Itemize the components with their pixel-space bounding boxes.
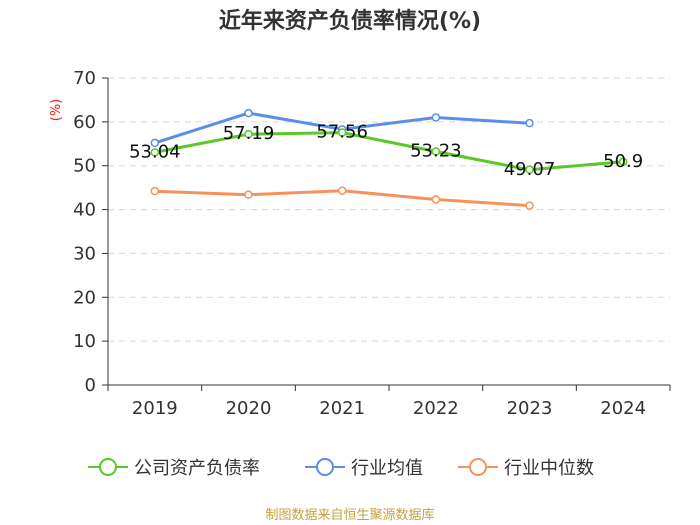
legend-label: 公司资产负债率 — [134, 458, 260, 479]
y-tick-label: 60 — [73, 112, 96, 133]
data-point — [150, 186, 160, 196]
data-point — [618, 157, 628, 167]
x-tick-labels: 2019 2020 2021 2022 2023 2024 — [132, 398, 646, 419]
legend-label: 行业均值 — [351, 458, 423, 479]
x-tick-label: 2022 — [413, 398, 459, 419]
data-label: 57.19 — [223, 123, 275, 144]
y-tick-label: 40 — [73, 200, 96, 221]
axes — [102, 77, 671, 391]
data-point — [150, 138, 160, 148]
y-tick-label: 10 — [73, 331, 96, 352]
legend-item-1: 行业均值 — [305, 458, 423, 479]
data-point — [431, 195, 441, 204]
data-point — [150, 148, 160, 157]
legend-marker — [99, 458, 117, 476]
data-point — [244, 190, 253, 199]
data-point — [525, 201, 534, 210]
y-tick-label: 30 — [73, 243, 96, 264]
legend-label: 行业中位数 — [504, 458, 594, 479]
data-point — [431, 147, 441, 156]
y-tick-label: 50 — [73, 156, 96, 177]
data-label: 50.9 — [603, 151, 643, 172]
series-group — [150, 108, 628, 210]
legend-item-2: 行业中位数 — [458, 458, 594, 479]
data-point — [525, 118, 534, 128]
y-tick-label: 20 — [73, 287, 96, 308]
data-point — [244, 129, 253, 139]
x-tick-label: 2023 — [507, 398, 553, 419]
data-label: 53.23 — [410, 141, 462, 162]
x-tick-label: 2020 — [226, 398, 272, 419]
data-label: 49.07 — [504, 159, 556, 180]
data-labels: 53.04 57.19 57.56 53.23 49.07 50.9 — [129, 122, 643, 180]
x-tick-label: 2019 — [132, 398, 178, 419]
y-tick-label: 0 — [85, 375, 96, 396]
legend-marker — [316, 458, 334, 476]
data-point — [431, 113, 441, 122]
grid-lines — [108, 77, 670, 342]
chart-title: 近年来资产负债率情况(%) — [219, 8, 481, 34]
legend: 公司资产负债率 行业均值 行业中位数 — [88, 458, 594, 479]
data-point — [337, 128, 347, 137]
legend-marker — [469, 458, 487, 476]
data-label: 53.04 — [129, 141, 181, 162]
data-point — [525, 165, 534, 175]
data-point — [244, 108, 253, 118]
series-line-0 — [154, 131, 624, 172]
legend-item-0: 公司资产负债率 — [88, 458, 260, 479]
y-tick-labels: 0 10 20 30 40 50 60 70 — [73, 68, 96, 396]
data-label: 57.56 — [316, 122, 368, 143]
y-tick-label: 70 — [73, 68, 96, 89]
x-tick-label: 2021 — [319, 398, 365, 419]
x-tick-label: 2024 — [600, 398, 646, 419]
data-point — [337, 186, 347, 195]
y-axis-label: (%) — [49, 99, 64, 122]
source-note: 制图数据来自恒生聚源数据库 — [265, 507, 434, 523]
